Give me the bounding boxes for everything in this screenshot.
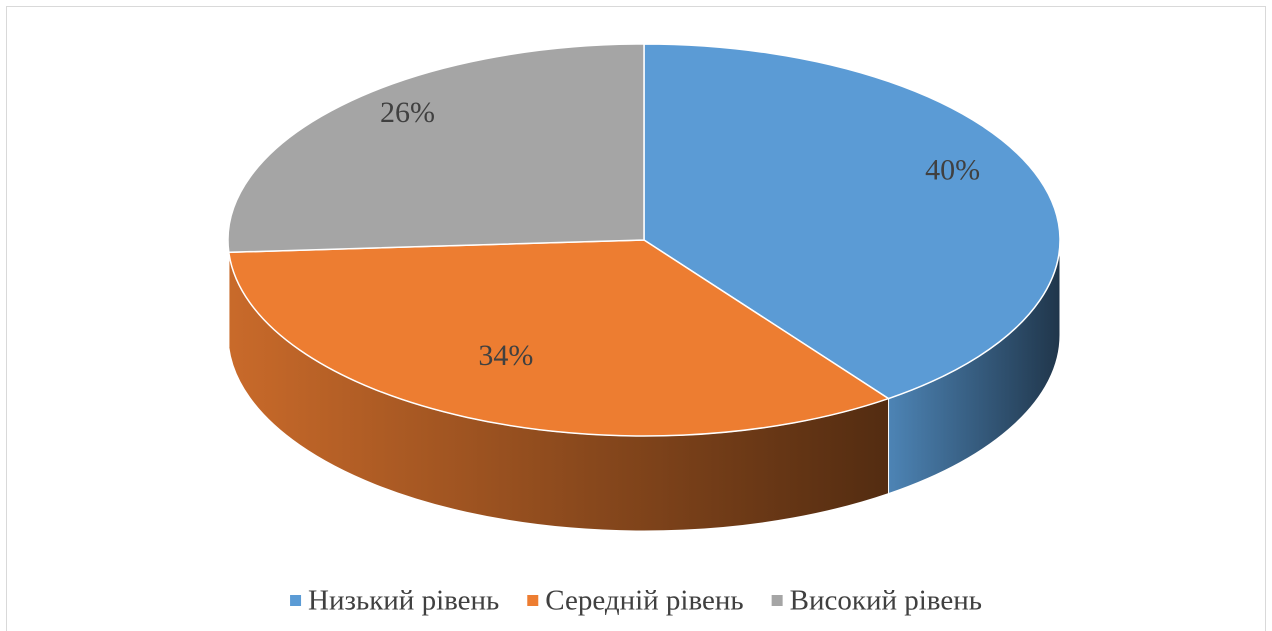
legend-label: Низький рівень xyxy=(308,585,499,617)
legend-label: Середній рівень xyxy=(545,585,743,617)
legend-label: Високий рівень xyxy=(790,585,982,617)
data-label: 34% xyxy=(478,339,533,372)
legend-marker xyxy=(527,595,539,606)
data-label: 26% xyxy=(380,96,435,129)
pie-slice xyxy=(227,239,891,437)
data-label: 40% xyxy=(925,154,980,187)
legend-marker xyxy=(290,595,302,606)
pie-slice xyxy=(643,43,1061,400)
legend-marker xyxy=(771,595,783,606)
pie-slice xyxy=(227,43,645,254)
